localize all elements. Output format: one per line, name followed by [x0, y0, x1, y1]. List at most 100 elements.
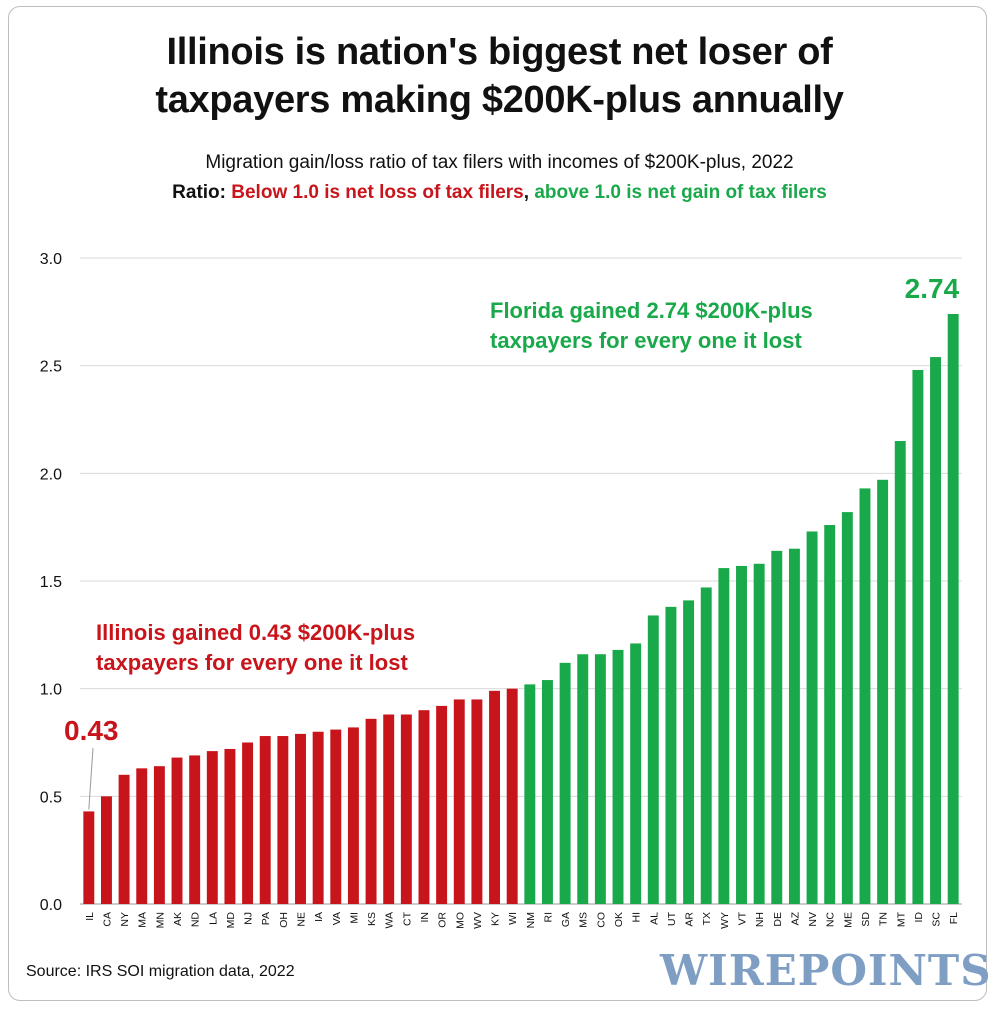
x-tick-label: ME: [842, 912, 854, 928]
bar-md: [224, 748, 236, 904]
x-tick-label: WV: [472, 912, 484, 929]
x-tick-label: OH: [278, 912, 290, 928]
bar-vt: [736, 565, 747, 904]
bar-ky: [489, 690, 501, 904]
florida-value-label: 2.74: [905, 273, 960, 304]
x-tick-label: ND: [190, 912, 202, 928]
x-tick-label: VT: [737, 911, 749, 925]
x-tick-label: MI: [348, 912, 360, 924]
x-tick-label: HI: [631, 912, 643, 923]
bar-ar: [683, 600, 695, 904]
y-tick-label: 2.0: [40, 466, 62, 483]
bar-mi: [347, 727, 359, 904]
bar-az: [788, 548, 800, 904]
bar-or: [436, 705, 448, 904]
bar-nc: [824, 525, 836, 904]
x-tick-label: SC: [931, 912, 943, 927]
bar-ma: [136, 768, 148, 904]
bar-va: [330, 729, 342, 904]
x-tick-label: MS: [578, 912, 590, 928]
bar-ok: [612, 649, 624, 904]
y-tick-label: 0.5: [40, 789, 62, 806]
x-tick-label: AR: [684, 912, 696, 927]
x-tick-label: PA: [260, 912, 272, 925]
illinois-value-label: 0.43: [64, 715, 119, 746]
x-tick-label: SD: [860, 912, 872, 927]
x-tick-label: GA: [560, 912, 572, 927]
bar-tx: [700, 587, 712, 904]
x-tick-label: TX: [701, 912, 713, 925]
x-tick-label: WY: [719, 912, 731, 929]
x-tick-label: DE: [772, 912, 784, 927]
bar-nv: [806, 531, 818, 904]
x-tick-label: AL: [648, 912, 660, 925]
x-tick-label: RI: [542, 912, 554, 923]
illinois-annotation-line: Illinois gained 0.43 $200K-plus: [96, 620, 415, 645]
bar-hi: [630, 643, 642, 904]
bar-sd: [859, 488, 871, 904]
bar-sc: [930, 357, 942, 904]
x-tick-label: KS: [366, 912, 378, 926]
x-tick-label: MN: [154, 912, 166, 928]
y-tick-label: 1.0: [40, 682, 62, 699]
bar-ca: [100, 796, 112, 904]
bar-mn: [153, 766, 165, 904]
bar-nh: [753, 563, 765, 904]
bar-wi: [506, 688, 518, 904]
ratio-gain-text: above 1.0 is net gain of tax filers: [534, 182, 827, 203]
x-tick-label: CT: [401, 911, 413, 926]
bar-il: [83, 811, 95, 904]
bar-wv: [471, 699, 483, 904]
x-tick-label: CA: [101, 912, 113, 927]
bar-mt: [894, 441, 906, 904]
bar-de: [771, 550, 783, 904]
x-tick-label: NH: [754, 912, 766, 927]
y-tick-label: 3.0: [40, 251, 62, 268]
x-tick-label: IN: [419, 912, 431, 923]
x-tick-label: NJ: [243, 912, 255, 925]
title-line-1: Illinois is nation's biggest net loser o…: [166, 31, 833, 73]
bar-ri: [541, 680, 553, 904]
brand-logo: WIREPOINTS: [660, 946, 992, 995]
florida-annotation-line: Florida gained 2.74 $200K-plus: [490, 298, 813, 323]
bar-nm: [524, 684, 536, 904]
florida-annotation-line: taxpayers for every one it lost: [490, 328, 802, 353]
x-tick-label: MD: [225, 912, 237, 929]
x-tick-label: WA: [384, 912, 396, 929]
x-tick-label: IL: [84, 912, 96, 921]
bar-mo: [453, 699, 465, 904]
x-tick-label: AZ: [789, 911, 801, 925]
y-tick-label: 2.5: [40, 359, 62, 376]
x-tick-label: UT: [666, 911, 678, 926]
x-tick-label: WI: [507, 912, 519, 925]
bar-la: [206, 751, 218, 904]
illinois-leader-line: [88, 747, 94, 810]
bar-nd: [189, 755, 201, 904]
y-tick-label: 1.5: [40, 574, 62, 591]
bar-ne: [295, 733, 306, 904]
ratio-label: Ratio:: [172, 182, 232, 203]
bar-wy: [718, 568, 730, 904]
bar-id: [912, 369, 924, 904]
bar-ia: [312, 731, 324, 904]
bar-oh: [277, 736, 289, 904]
bar-me: [841, 512, 853, 904]
bar-ga: [559, 662, 571, 904]
x-tick-label: MO: [454, 912, 466, 929]
x-tick-label: OK: [613, 912, 625, 927]
x-tick-label: NC: [825, 912, 837, 928]
bar-ny: [118, 774, 130, 904]
y-tick-label: 0.0: [40, 897, 62, 914]
x-tick-label: AK: [172, 912, 184, 926]
x-tick-label: MA: [137, 912, 149, 928]
ratio-loss-text: Below 1.0 is net loss of tax filers: [231, 182, 524, 203]
x-tick-label: NE: [296, 912, 308, 927]
ratio-legend: Ratio: Below 1.0 is net loss of tax file…: [0, 182, 999, 204]
bar-fl: [947, 313, 959, 904]
bar-co: [594, 654, 606, 904]
chart-title: Illinois is nation's biggest net loser o…: [0, 28, 999, 124]
x-tick-label: FL: [948, 912, 960, 924]
x-tick-label: ID: [913, 912, 925, 923]
x-tick-label: CO: [595, 912, 607, 928]
